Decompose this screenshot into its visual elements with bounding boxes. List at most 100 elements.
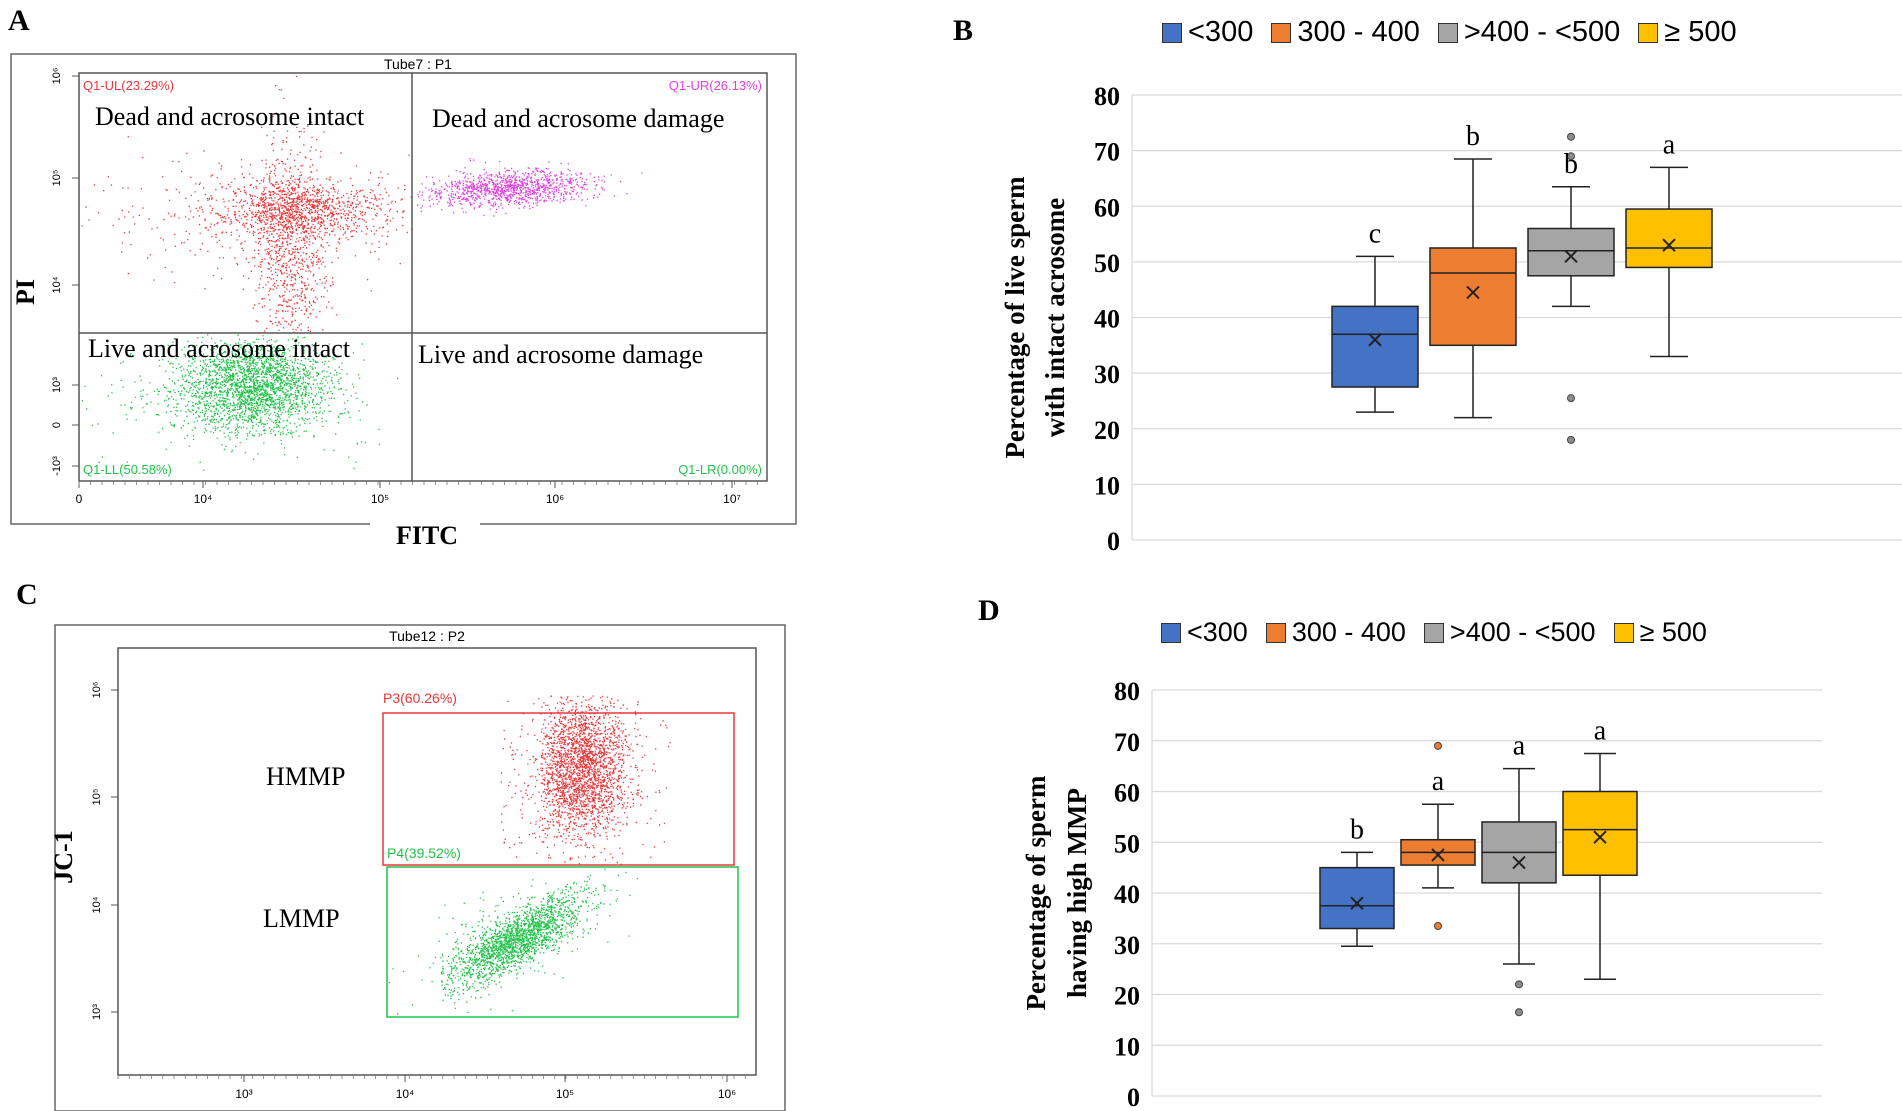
- panel-b-iqr-box: [1527, 227, 1615, 277]
- panel-b-box-2: b: [1527, 132, 1615, 444]
- panel-c-xtick: 10⁶: [718, 1087, 736, 1101]
- panel-a-ylabel: PI: [11, 279, 40, 305]
- panel-a-xtick: 10⁶: [546, 492, 564, 506]
- panel-d-ytick: 50: [1114, 829, 1140, 858]
- panel-c-letter: C: [16, 578, 38, 611]
- legend-label: ≥ 500: [1639, 617, 1707, 647]
- panel-b-ytick: 60: [1094, 193, 1120, 222]
- quadrant-ll-desc: Live and acrosome intact: [88, 334, 351, 363]
- panel-a-xtick: 10⁵: [371, 492, 389, 506]
- panel-a-xtick: 10⁴: [194, 492, 213, 506]
- panel-c-ticks: 10³ 10⁴ 10⁵ 10⁶ 10⁶ 10⁵ 10⁴ 10³: [91, 682, 746, 1101]
- legend-label: 300 - 400: [1297, 16, 1420, 48]
- panel-a-header: Tube7 : P1: [384, 56, 452, 72]
- panel-b-ytick: 30: [1094, 360, 1120, 389]
- panel-a-ytick: 10⁵: [51, 170, 63, 187]
- panel-d-sig-letter: a: [1513, 731, 1526, 762]
- panel-a-ytick: 10⁴: [51, 276, 63, 293]
- panel-b-iqr-box: [1625, 208, 1713, 269]
- legend-swatch: [1638, 22, 1659, 43]
- gate-p4-desc: LMMP: [263, 904, 340, 933]
- panel-a-ytick: 10⁶: [51, 68, 63, 85]
- quadrant-ur-label: Q1-UR(26.13%): [669, 78, 762, 93]
- legend-swatch: [1437, 22, 1458, 43]
- gate-p4-label: P4(39.52%): [387, 845, 461, 861]
- panel-c-xtick: 10⁵: [556, 1087, 574, 1101]
- panel-d-ytick: 20: [1114, 982, 1140, 1011]
- panel-a-ticks: 0 10⁴ 10⁵ 10⁶ 10⁷ 10⁶ 10⁵ 10⁴ 10³ 0 -10³: [51, 68, 758, 506]
- panel-d-mean-marker: [1431, 848, 1445, 862]
- quadrant-ll-label: Q1-LL(50.58%): [83, 462, 172, 477]
- panel-a-ytick: 0: [51, 422, 63, 428]
- panel-c-frame: [54, 624, 786, 1111]
- panel-c-header: Tube12 : P2: [389, 628, 465, 644]
- legend-swatch: [1161, 622, 1181, 643]
- legend-item: ≥ 500: [1613, 617, 1707, 648]
- panel-d-ytick: 0: [1127, 1083, 1140, 1111]
- panel-b-outlier: [1567, 152, 1575, 161]
- panel-b-ytick: 0: [1107, 527, 1120, 556]
- panel-b-sig-letter: a: [1663, 129, 1676, 160]
- panel-c-ytick: 10⁶: [91, 682, 103, 699]
- panel-d-outlier: [1515, 980, 1523, 989]
- panel-d-letter: D: [978, 594, 1000, 627]
- quadrant-ur-desc: Dead and acrosome damage: [432, 104, 724, 133]
- legend-item: >400 - <500: [1423, 617, 1596, 648]
- panel-a-flow-plot: Tube7 : P1 Q1-UL(23.29%) Q1-UR(26.13%) Q…: [10, 53, 797, 550]
- panel-b-mean-marker: [1466, 285, 1480, 300]
- panel-d-legend: <300 300 - 400 >400 - <500 ≥ 500: [1161, 617, 1725, 648]
- panel-b-sig-letter: c: [1369, 218, 1381, 249]
- panel-d-outlier: [1434, 741, 1442, 750]
- legend-label: <300: [1187, 617, 1248, 647]
- panel-d-ylabel: Percentage of sperm: [1021, 775, 1051, 1010]
- panel-d-box-chart: 0 10 20 30 40 50 60 70 80 Percentage of sperm havi…: [1021, 677, 1822, 1111]
- legend-item: 300 - 400: [1265, 617, 1406, 648]
- panel-d-mean-marker: [1593, 830, 1607, 844]
- panel-b-box-0: c: [1331, 218, 1419, 413]
- panel-b-legend: <300 300 - 400 >400 - <500 ≥ 500: [1162, 16, 1755, 49]
- panel-a-xlabel: FITC: [396, 521, 458, 550]
- panel-a-xtick: 0: [76, 492, 83, 506]
- panel-a-letter: A: [8, 4, 30, 37]
- panel-b-box-3: a: [1625, 129, 1713, 358]
- panel-d-iqr-box: [1319, 866, 1395, 930]
- panel-d-ylabel: having high MMP: [1062, 788, 1092, 998]
- panel-c-xtick: 10⁴: [396, 1087, 415, 1101]
- panel-d-ytick: 10: [1114, 1032, 1140, 1061]
- gate-p3-label: P3(60.26%): [383, 690, 457, 706]
- legend-item: <300: [1161, 617, 1248, 648]
- panel-c-events: [388, 695, 671, 1015]
- panel-c-ylabel: JC-1: [49, 830, 78, 883]
- panel-b-iqr-box: [1331, 305, 1419, 388]
- panel-b-outlier: [1567, 132, 1575, 141]
- legend-swatch: [1162, 22, 1182, 43]
- legend-swatch: [1265, 622, 1286, 643]
- panel-d-mean-marker: [1350, 896, 1364, 910]
- legend-label: 300 - 400: [1291, 617, 1406, 647]
- panel-d-mean-marker: [1512, 855, 1526, 870]
- panel-d-iqr-box: [1562, 790, 1638, 876]
- panel-b-box-chart: 0 10 20 30 40 50 60 70 80 Percentage of live sper…: [1000, 82, 1902, 556]
- panel-c-xtick: 10³: [235, 1087, 252, 1101]
- panel-a-plot-area: [78, 72, 768, 482]
- legend-item: 300 - 400: [1271, 16, 1420, 49]
- panel-d-sig-letter: b: [1350, 814, 1364, 845]
- panel-a-ytick: -10³: [51, 456, 63, 476]
- panel-d-box-1: a: [1400, 741, 1476, 930]
- panel-c-flow-plot: Tube12 : P2 P3(60.26%) P4(39.52%) HMMP L…: [49, 624, 786, 1111]
- quadrant-lr-label: Q1-LR(0.00%): [678, 462, 762, 477]
- panel-b-iqr-box: [1429, 247, 1517, 347]
- panel-d-ytick: 80: [1114, 677, 1140, 706]
- panel-b-mean-marker: [1662, 238, 1676, 252]
- legend-label: >400 - <500: [1463, 16, 1621, 48]
- panel-c-plot-area: [117, 647, 757, 1076]
- quadrant-ul-label: Q1-UL(23.29%): [83, 78, 174, 93]
- panel-b-ylabel: with intact acrosome: [1040, 198, 1070, 437]
- legend-item: ≥ 500: [1638, 16, 1737, 49]
- panel-d-sig-letter: a: [1594, 715, 1607, 746]
- panel-c-ytick: 10⁴: [91, 896, 103, 913]
- gate-p4: [386, 866, 739, 1018]
- legend-swatch: [1271, 22, 1292, 43]
- panel-b-ytick: 20: [1094, 416, 1120, 445]
- panel-b-ytick: 70: [1094, 138, 1120, 167]
